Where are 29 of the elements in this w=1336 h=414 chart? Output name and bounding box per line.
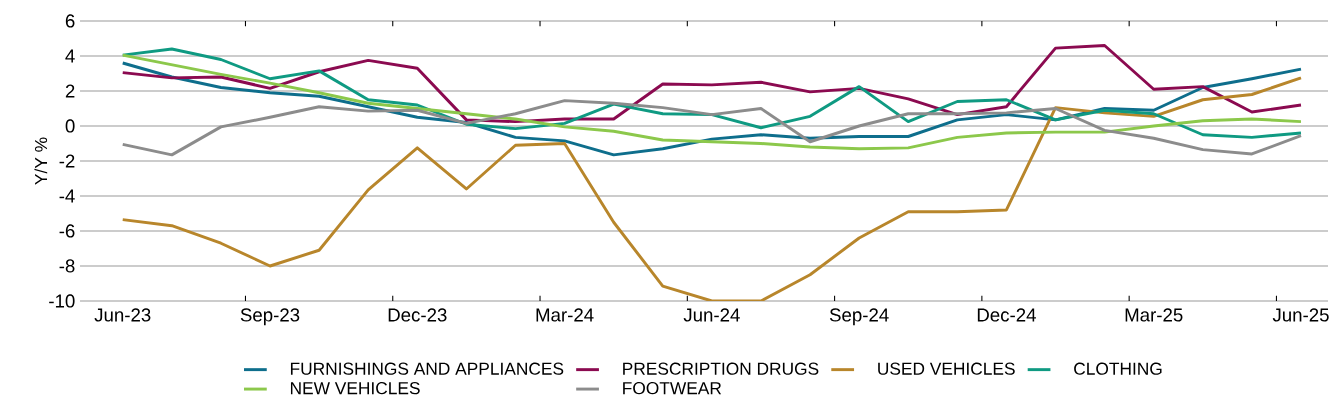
x-tick-label: Mar-25	[1125, 308, 1183, 322]
legend-label: NEW VEHICLES	[290, 382, 420, 395]
legend-label: CLOTHING	[1074, 362, 1162, 375]
legend-label: PRESCRIPTION DRUGS	[623, 362, 819, 375]
y-tick-label: 6	[65, 14, 75, 28]
y-tick-label: 4	[65, 49, 75, 63]
legend-label: FURNISHINGS AND APPLIANCES	[290, 362, 564, 375]
y-axis-title: Y/Y %	[34, 137, 48, 185]
x-tick-label: Dec-24	[977, 308, 1036, 322]
y-tick-label: -6	[59, 224, 75, 238]
x-tick-label: Jun-25	[1272, 308, 1329, 322]
y-tick-label: -2	[59, 154, 75, 168]
x-tick-label: Jun-23	[94, 308, 151, 322]
x-tick-label: Sep-24	[829, 308, 889, 326]
line-series	[121, 76, 1303, 301]
y-tick-label: -4	[59, 189, 75, 203]
y-tick-label: -10	[49, 294, 75, 308]
legend-label: FOOTWEAR	[623, 382, 722, 395]
line-series	[121, 99, 1303, 157]
x-tick-label: Jun-24	[683, 308, 740, 322]
x-tick-label: Dec-23	[388, 308, 447, 322]
legend-label: USED VEHICLES	[878, 362, 1015, 375]
line-series	[121, 44, 1303, 124]
x-tick-label: Sep-23	[240, 308, 300, 326]
x-tick-label: Mar-24	[536, 308, 594, 322]
line-series	[121, 47, 1303, 139]
y-tick-label: 2	[65, 84, 75, 98]
y-tick-label: 0	[65, 119, 75, 133]
y-tick-label: -8	[59, 259, 75, 273]
